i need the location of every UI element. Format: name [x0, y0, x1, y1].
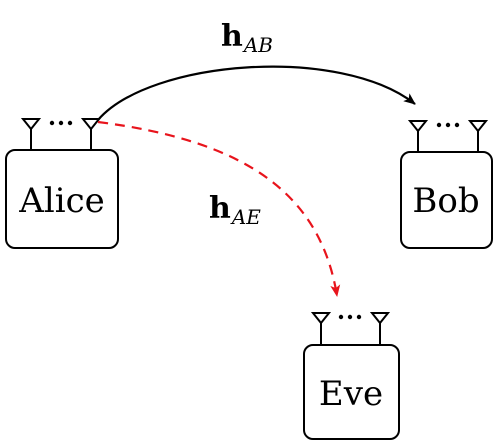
eve-label: Eve	[319, 374, 383, 414]
alice-antenna-dots	[49, 120, 73, 126]
link-alice-eve-subscript: AE	[230, 205, 261, 229]
bob-antenna-array	[407, 120, 489, 152]
link-alice-eve-label: hAE	[209, 191, 261, 229]
alice-box	[5, 149, 119, 249]
alice-node: Alice	[5, 118, 119, 249]
eve-antenna-dots	[338, 314, 362, 320]
link-alice-bob-arrow	[97, 65, 416, 121]
eve-node: Eve	[303, 312, 400, 440]
bob-node: Bob	[400, 120, 493, 249]
bob-label: Bob	[412, 181, 479, 221]
bob-box	[400, 151, 493, 249]
eve-box	[303, 344, 400, 440]
link-alice-eve-arrow	[97, 120, 341, 297]
eve-antenna-array	[310, 312, 391, 345]
alice-label: Alice	[18, 181, 104, 221]
link-alice-eve-symbol: h	[209, 191, 231, 226]
link-alice-bob-subscript: AB	[242, 33, 273, 57]
link-alice-bob-symbol: h	[221, 19, 243, 54]
alice-antenna-array	[20, 118, 102, 150]
bob-antenna-dots	[436, 122, 460, 128]
link-alice-bob-label: hAB	[221, 19, 273, 57]
